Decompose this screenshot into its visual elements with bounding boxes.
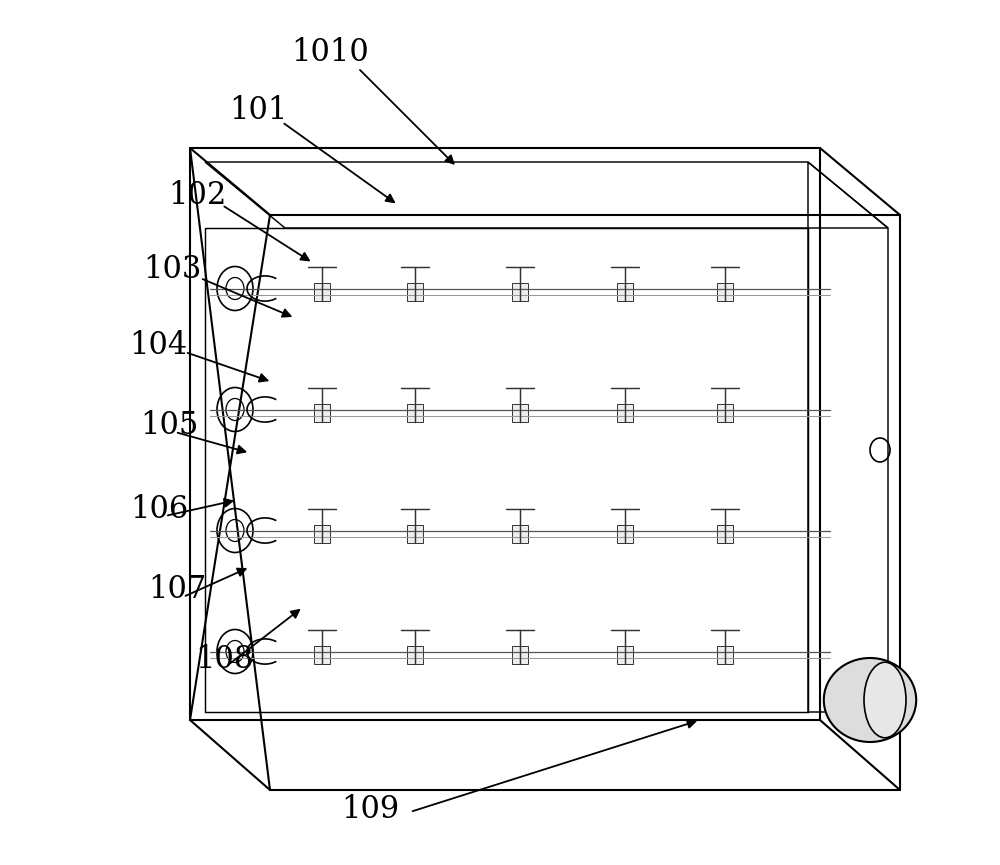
Bar	[407, 283, 423, 300]
Text: 108: 108	[195, 644, 253, 676]
Bar	[314, 524, 330, 542]
Bar	[314, 403, 330, 421]
Bar	[617, 524, 633, 542]
Bar	[512, 524, 528, 542]
Bar	[717, 645, 733, 663]
Text: 104: 104	[129, 330, 187, 361]
Text: 101: 101	[229, 94, 287, 125]
Bar	[314, 645, 330, 663]
Ellipse shape	[824, 658, 916, 742]
Text: 106: 106	[130, 495, 188, 526]
Text: 105: 105	[140, 409, 198, 440]
Bar	[407, 524, 423, 542]
Text: 107: 107	[148, 574, 206, 606]
Bar	[617, 645, 633, 663]
Bar	[617, 283, 633, 300]
Bar	[512, 645, 528, 663]
Text: 103: 103	[143, 254, 201, 285]
Bar	[407, 645, 423, 663]
Ellipse shape	[864, 663, 906, 738]
Bar	[314, 283, 330, 300]
Text: 1010: 1010	[291, 36, 369, 67]
Text: 102: 102	[168, 180, 226, 210]
Text: 109: 109	[341, 794, 399, 825]
Bar	[717, 283, 733, 300]
Bar	[512, 403, 528, 421]
Bar	[512, 283, 528, 300]
Bar	[617, 403, 633, 421]
Bar	[407, 403, 423, 421]
Bar	[717, 524, 733, 542]
Bar	[717, 403, 733, 421]
